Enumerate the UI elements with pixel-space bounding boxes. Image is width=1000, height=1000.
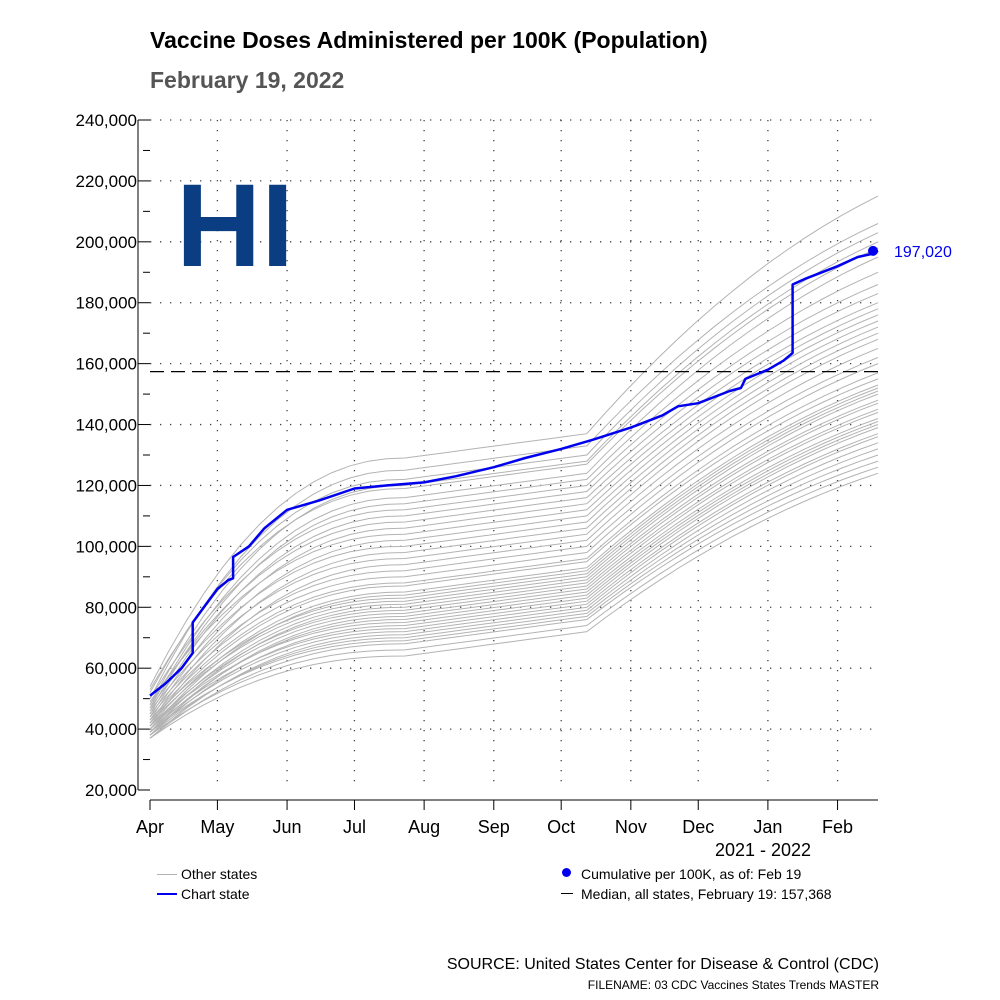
other-state-line — [149, 408, 879, 727]
other-state-line — [149, 418, 879, 736]
legend-cumulative-dot — [562, 868, 571, 877]
other-state-line — [149, 232, 879, 693]
y-tick-label: 40,000 — [85, 720, 137, 739]
legend-median: Median, all states, February 19: 157,368 — [581, 886, 832, 902]
x-axis-label: 2021 - 2022 — [715, 840, 811, 860]
y-tick-label: 120,000 — [76, 476, 137, 495]
source-note: SOURCE: United States Center for Disease… — [446, 956, 879, 973]
other-state-line — [149, 378, 879, 724]
other-state-line — [149, 372, 879, 721]
y-tick-label: 60,000 — [85, 659, 137, 678]
other-state-line — [149, 326, 879, 709]
endpoint-marker — [868, 245, 878, 256]
other-state-line — [149, 442, 879, 739]
other-state-line — [149, 308, 879, 718]
x-tick-label: Apr — [136, 817, 164, 837]
filename-note: FILENAME: 03 CDC Vaccines States Trends … — [587, 978, 879, 992]
other-state-line — [149, 472, 879, 739]
legend-other-states-swatch — [157, 874, 177, 875]
other-state-line — [149, 256, 879, 709]
other-state-line — [149, 393, 879, 724]
chart-state-line — [149, 249, 879, 697]
other-state-line — [149, 424, 879, 727]
y-tick-label: 220,000 — [76, 172, 137, 191]
y-tick-label: 160,000 — [76, 355, 137, 374]
other-state-line — [149, 314, 879, 702]
other-state-line — [149, 454, 879, 733]
other-state-line — [149, 436, 879, 733]
other-state-line — [149, 402, 879, 733]
x-tick-label: Jul — [343, 817, 366, 837]
chart-title: Vaccine Doses Administered per 100K (Pop… — [150, 27, 708, 53]
other-state-line — [149, 241, 879, 705]
x-tick-label: Feb — [822, 817, 853, 837]
legend-other-states: Other states — [181, 866, 258, 882]
legend-chart-state-swatch — [157, 893, 177, 895]
other-state-line — [149, 223, 879, 699]
other-state-line — [149, 302, 879, 705]
other-state-line — [149, 433, 879, 730]
state-label: HI — [176, 160, 294, 292]
x-tick-label: Oct — [547, 817, 575, 837]
y-tick-label: 240,000 — [76, 111, 137, 130]
chart-subtitle: February 19, 2022 — [150, 67, 345, 93]
other-state-line — [149, 320, 879, 721]
y-tick-label: 200,000 — [76, 233, 137, 252]
other-state-line — [149, 332, 879, 724]
other-state-line — [149, 293, 879, 715]
other-state-line — [149, 347, 879, 727]
x-tick-label: Dec — [682, 817, 714, 837]
other-state-line — [149, 363, 879, 718]
x-tick-label: Aug — [408, 817, 440, 837]
other-state-line — [149, 460, 879, 739]
endpoint-value-label: 197,020 — [894, 244, 952, 261]
other-state-line — [149, 338, 879, 712]
other-state-line — [149, 195, 879, 687]
x-tick-label: Jan — [753, 817, 782, 837]
other-state-line — [149, 421, 879, 733]
y-tick-label: 100,000 — [76, 537, 137, 556]
other-state-line — [149, 390, 879, 721]
y-tick-label: 180,000 — [76, 294, 137, 313]
y-tick-label: 140,000 — [76, 416, 137, 435]
legend-median-swatch — [561, 893, 573, 894]
x-tick-label: May — [200, 817, 234, 837]
legend-cumulative: Cumulative per 100K, as of: Feb 19 — [581, 866, 802, 882]
other-state-line — [149, 466, 879, 736]
other-state-line — [149, 271, 879, 712]
other-state-line — [149, 284, 879, 699]
other-state-line — [149, 448, 879, 736]
y-tick-label: 80,000 — [85, 598, 137, 617]
other-state-line — [149, 411, 879, 730]
x-tick-label: Sep — [478, 817, 510, 837]
other-state-line — [149, 384, 879, 727]
x-tick-label: Jun — [273, 817, 302, 837]
other-state-line — [149, 399, 879, 730]
other-state-line — [149, 427, 879, 736]
y-tick-label: 20,000 — [85, 781, 137, 800]
legend-chart-state: Chart state — [181, 886, 250, 902]
x-tick-label: Nov — [615, 817, 647, 837]
other-state-line — [149, 247, 879, 690]
other-state-line — [149, 357, 879, 715]
